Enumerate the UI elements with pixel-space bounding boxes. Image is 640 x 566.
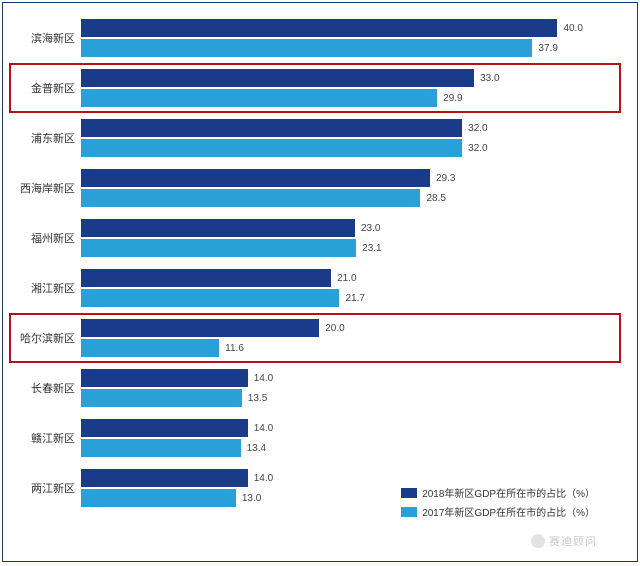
category-label: 赣江新区 bbox=[3, 430, 81, 446]
bar bbox=[81, 419, 248, 437]
bar bbox=[81, 489, 236, 507]
bar bbox=[81, 289, 339, 307]
bar bbox=[81, 439, 241, 457]
category-label: 滨海新区 bbox=[3, 30, 81, 46]
value-label: 32.0 bbox=[468, 143, 487, 154]
value-label: 29.9 bbox=[443, 93, 462, 104]
watermark-text: 赛迪顾问 bbox=[549, 533, 597, 549]
gdp-share-bar-chart: 滨海新区 40.0 37.9 金普新区 33.0 29.9 浦东新区 32.0 32.0 西海岸新… bbox=[2, 2, 638, 562]
bars-area: 40.0 37.9 bbox=[81, 13, 627, 63]
value-label: 37.9 bbox=[538, 43, 557, 54]
bar bbox=[81, 269, 331, 287]
value-label: 21.7 bbox=[345, 293, 364, 304]
bar-wrap: 40.0 bbox=[81, 19, 627, 37]
bars-area: 23.0 23.1 bbox=[81, 213, 627, 263]
value-label: 33.0 bbox=[480, 73, 499, 84]
bars-area: 32.0 32.0 bbox=[81, 113, 627, 163]
legend-item-2018: 2018年新区GDP在所在市的占比（%） bbox=[401, 485, 595, 500]
category-label: 两江新区 bbox=[3, 480, 81, 496]
value-label: 23.0 bbox=[361, 223, 380, 234]
value-label: 20.0 bbox=[325, 323, 344, 334]
bar-wrap: 13.5 bbox=[81, 389, 627, 407]
category-label: 金普新区 bbox=[3, 80, 81, 96]
bar bbox=[81, 239, 356, 257]
bar-wrap: 21.0 bbox=[81, 269, 627, 287]
bar bbox=[81, 389, 242, 407]
bar bbox=[81, 369, 248, 387]
bar bbox=[81, 119, 462, 137]
watermark: 赛迪顾问 bbox=[531, 533, 597, 549]
legend-swatch bbox=[401, 488, 417, 498]
bar-wrap: 14.0 bbox=[81, 369, 627, 387]
category-label: 福州新区 bbox=[3, 230, 81, 246]
value-label: 40.0 bbox=[563, 23, 582, 34]
bars-area: 20.0 11.6 bbox=[81, 313, 627, 363]
category-label: 哈尔滨新区 bbox=[3, 330, 81, 346]
bar-wrap: 21.7 bbox=[81, 289, 627, 307]
bars-area: 33.0 29.9 bbox=[81, 63, 627, 113]
bar-group: 赣江新区 14.0 13.4 bbox=[3, 413, 627, 463]
bar bbox=[81, 39, 532, 57]
value-label: 13.0 bbox=[242, 493, 261, 504]
bar bbox=[81, 469, 248, 487]
chart-rows: 滨海新区 40.0 37.9 金普新区 33.0 29.9 浦东新区 32.0 32.0 西海岸新… bbox=[3, 13, 627, 513]
legend-item-2017: 2017年新区GDP在所在市的占比（%） bbox=[401, 504, 595, 519]
value-label: 14.0 bbox=[254, 473, 273, 484]
bar-wrap: 14.0 bbox=[81, 419, 627, 437]
bar bbox=[81, 19, 557, 37]
bar-wrap: 20.0 bbox=[81, 319, 627, 337]
legend: 2018年新区GDP在所在市的占比（%） 2017年新区GDP在所在市的占比（%… bbox=[401, 485, 595, 523]
category-label: 湘江新区 bbox=[3, 280, 81, 296]
value-label: 29.3 bbox=[436, 173, 455, 184]
bar-wrap: 13.4 bbox=[81, 439, 627, 457]
bar-wrap: 29.3 bbox=[81, 169, 627, 187]
value-label: 23.1 bbox=[362, 243, 381, 254]
bar-wrap: 32.0 bbox=[81, 139, 627, 157]
bar bbox=[81, 189, 420, 207]
value-label: 13.4 bbox=[247, 443, 266, 454]
bars-area: 21.0 21.7 bbox=[81, 263, 627, 313]
bar bbox=[81, 319, 319, 337]
bar bbox=[81, 219, 355, 237]
bar bbox=[81, 89, 437, 107]
bar-group: 福州新区 23.0 23.1 bbox=[3, 213, 627, 263]
legend-label: 2017年新区GDP在所在市的占比（%） bbox=[422, 504, 595, 519]
bar-wrap: 28.5 bbox=[81, 189, 627, 207]
bars-area: 29.3 28.5 bbox=[81, 163, 627, 213]
value-label: 21.0 bbox=[337, 273, 356, 284]
value-label: 11.6 bbox=[225, 343, 244, 354]
bar-wrap: 33.0 bbox=[81, 69, 627, 87]
category-label: 浦东新区 bbox=[3, 130, 81, 146]
bar-wrap: 23.1 bbox=[81, 239, 627, 257]
bar bbox=[81, 139, 462, 157]
bar-wrap: 23.0 bbox=[81, 219, 627, 237]
bars-area: 14.0 13.5 bbox=[81, 363, 627, 413]
bar-wrap: 37.9 bbox=[81, 39, 627, 57]
value-label: 14.0 bbox=[254, 423, 273, 434]
bar-wrap: 32.0 bbox=[81, 119, 627, 137]
bar-group: 滨海新区 40.0 37.9 bbox=[3, 13, 627, 63]
bar-group: 哈尔滨新区 20.0 11.6 bbox=[3, 313, 627, 363]
bar bbox=[81, 169, 430, 187]
bar-group: 浦东新区 32.0 32.0 bbox=[3, 113, 627, 163]
value-label: 28.5 bbox=[426, 193, 445, 204]
value-label: 14.0 bbox=[254, 373, 273, 384]
bar-wrap: 11.6 bbox=[81, 339, 627, 357]
category-label: 西海岸新区 bbox=[3, 180, 81, 196]
bar-group: 金普新区 33.0 29.9 bbox=[3, 63, 627, 113]
bar-wrap: 29.9 bbox=[81, 89, 627, 107]
bars-area: 14.0 13.4 bbox=[81, 413, 627, 463]
category-label: 长春新区 bbox=[3, 380, 81, 396]
bar-group: 长春新区 14.0 13.5 bbox=[3, 363, 627, 413]
value-label: 13.5 bbox=[248, 393, 267, 404]
bar bbox=[81, 69, 474, 87]
bar bbox=[81, 339, 219, 357]
legend-swatch bbox=[401, 507, 417, 517]
bar-group: 湘江新区 21.0 21.7 bbox=[3, 263, 627, 313]
watermark-icon bbox=[531, 534, 545, 548]
value-label: 32.0 bbox=[468, 123, 487, 134]
bar-group: 西海岸新区 29.3 28.5 bbox=[3, 163, 627, 213]
legend-label: 2018年新区GDP在所在市的占比（%） bbox=[422, 485, 595, 500]
